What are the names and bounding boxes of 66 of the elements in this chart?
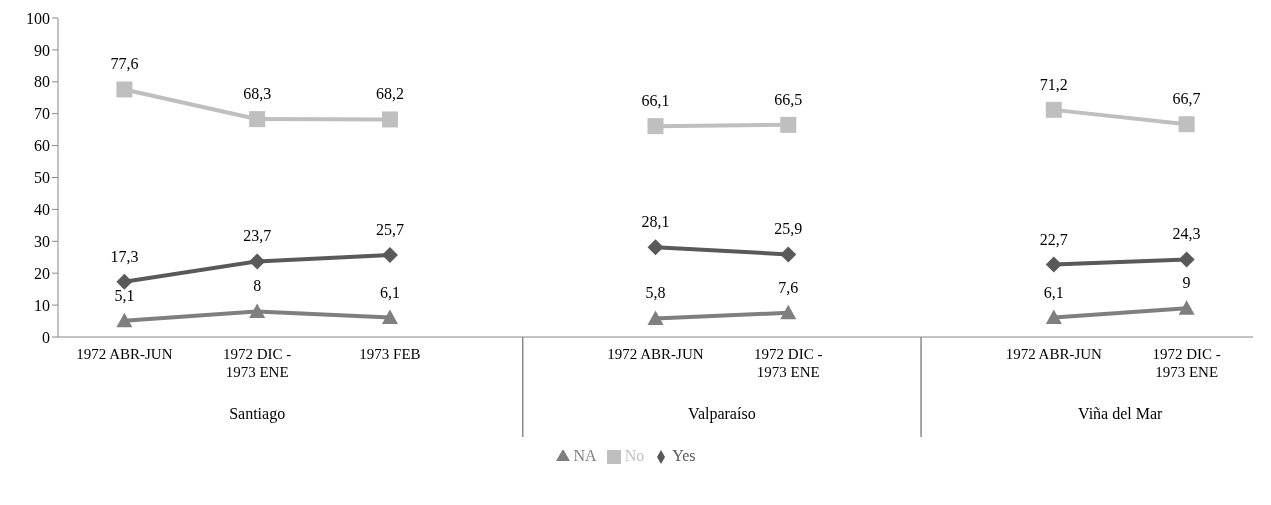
data-label: 28,1 [641, 213, 670, 231]
y-tick-label: 90 [34, 41, 50, 59]
point [1178, 251, 1195, 268]
point [780, 246, 797, 263]
data-label: 8 [253, 277, 262, 295]
data-label: 66,7 [1172, 90, 1201, 108]
point [381, 111, 398, 128]
point [1045, 256, 1062, 273]
point [249, 253, 266, 270]
text: Viña del Mar [1078, 405, 1164, 422]
point [381, 247, 398, 264]
data-label: 22,7 [1039, 230, 1068, 248]
legend-label: NA [573, 447, 597, 464]
data-label: 9 [1182, 274, 1191, 292]
data-label: 68,3 [243, 85, 272, 103]
data-label: 7,6 [778, 278, 799, 296]
data-label: 23,7 [243, 227, 272, 245]
data-label: 17,3 [110, 247, 139, 265]
x-tick-label: 1972 ABR-JUN [76, 346, 173, 362]
data-label: 25,9 [774, 220, 803, 238]
point [1178, 300, 1195, 315]
point [780, 304, 797, 320]
x-tick-label: 1972 ABR-JUN [1005, 346, 1103, 362]
x-tick-label: 1972 ABR-JUN [607, 346, 704, 362]
point [1045, 309, 1062, 324]
point [647, 239, 664, 256]
point [1178, 116, 1195, 133]
x-tick-label: 1972 DIC - 1973 ENE [754, 346, 823, 380]
data-label: 5,1 [114, 286, 135, 304]
y-tick-label: 30 [34, 232, 50, 250]
point [1045, 101, 1062, 118]
y-tick-label: 50 [34, 169, 50, 187]
data-label: 5,8 [645, 284, 666, 302]
y-tick-label: 10 [34, 296, 50, 314]
point [381, 309, 398, 324]
point [647, 310, 664, 325]
point [116, 312, 133, 328]
y-tick-label: 60 [34, 137, 50, 155]
y-tick-label: 40 [34, 201, 50, 219]
data-label: 68,2 [375, 85, 404, 103]
data-label: 66,5 [774, 90, 803, 108]
y-tick-label: 80 [34, 73, 50, 91]
point [249, 111, 266, 128]
data-label: 25,7 [375, 221, 404, 239]
y-tick-label: 20 [34, 264, 50, 282]
data-label: 66,1 [641, 92, 670, 110]
point [249, 303, 266, 318]
y-tick-label: 100 [26, 9, 50, 27]
y-tick-label: 0 [42, 328, 50, 346]
data-label: 71,2 [1039, 75, 1068, 93]
point [116, 81, 133, 98]
x-tick-label: 1972 DIC - 1973 ENE [1152, 346, 1221, 380]
y-tick-label: 70 [34, 105, 50, 123]
legend-label: Yes [672, 447, 696, 464]
text: Santiago [229, 405, 286, 423]
data-label: 6,1 [1043, 283, 1064, 301]
data-label: 6,1 [379, 283, 400, 301]
x-tick-label: 1973 FEB [359, 346, 421, 362]
data-label: 77,6 [110, 55, 139, 73]
x-tick-label: 1972 DIC - 1973 ENE [223, 346, 292, 380]
legend-label: No [624, 447, 645, 464]
point [647, 118, 664, 135]
point [116, 273, 133, 290]
point [780, 116, 797, 133]
data-label: 24,3 [1172, 225, 1201, 243]
text: Valparaíso [688, 405, 756, 423]
